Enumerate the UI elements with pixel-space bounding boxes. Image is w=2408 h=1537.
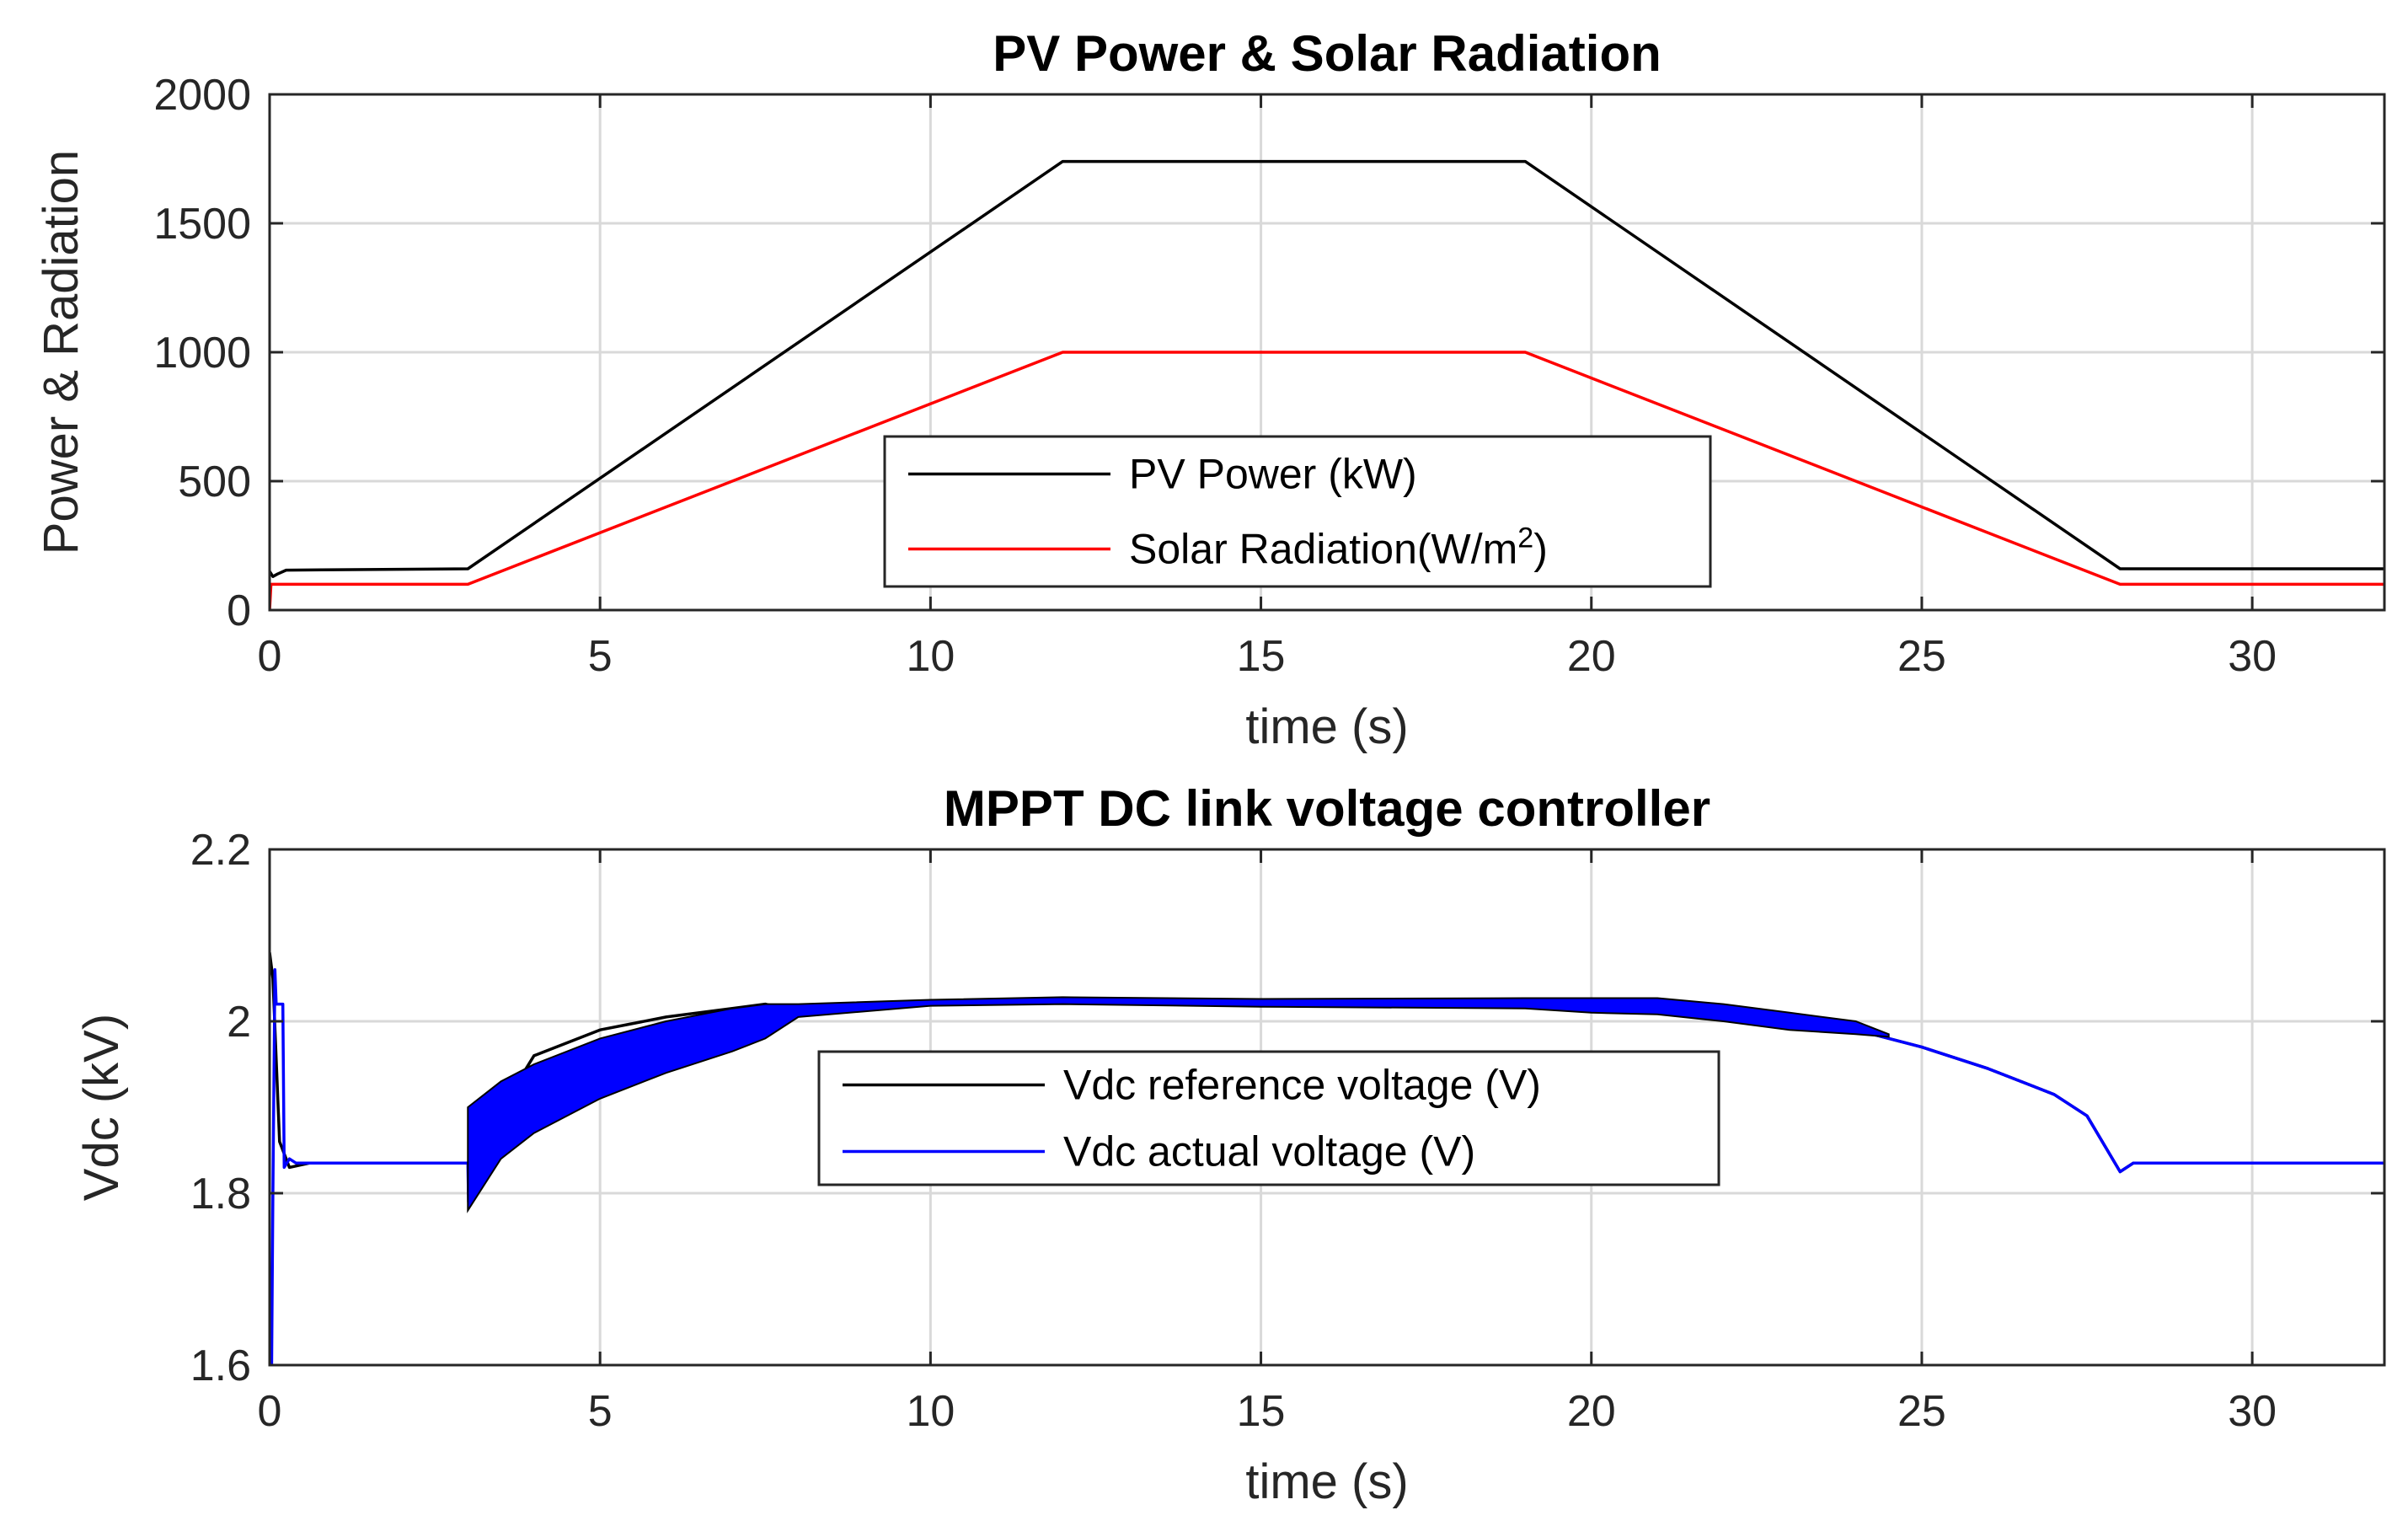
y-tick-label: 1.8 [190,1170,251,1218]
legend-superscript: 2 [1517,522,1533,554]
x-tick-label: 0 [258,632,282,681]
legend-label-2: Vdc actual voltage (V) [1063,1128,1475,1176]
bottom-plot-dc-link-voltage: 0 5 10 15 20 25 30 1.6 1.8 2 2.2 MPPT DC link volta… [74,780,2386,1509]
series-group [270,159,2384,610]
chart-title: MPPT DC link voltage controller [944,780,1710,837]
x-tick-label: 15 [1237,632,1286,681]
x-axis-label: time (s) [1245,1454,1408,1509]
series-line-2 [270,351,2384,610]
y-tick-label: 500 [178,458,251,506]
top-plot-pv-power: 0 5 10 15 20 25 30 0 500 1000 1500 2000 PV Power & S… [34,25,2386,754]
x-tick-label: 0 [258,1387,282,1436]
y-tick-label: 1000 [153,329,251,378]
legend: PV Power (kW) Solar Radiation(W/m2) [883,435,1712,588]
y-axis-label: Power & Radiation [34,150,88,554]
chart-title: PV Power & Solar Radiation [993,25,1662,82]
x-axis-label: time (s) [1245,699,1408,754]
legend-label-1: PV Power (kW) [1129,451,1417,498]
x-tick-label: 5 [588,632,613,681]
x-tick-label: 30 [2228,1387,2277,1436]
x-tick-label: 30 [2228,632,2277,681]
x-tick-label: 10 [906,1387,955,1436]
series-line-1 [270,159,2384,578]
y-tick-label: 1.6 [190,1342,251,1390]
legend: Vdc reference voltage (V) Vdc actual volt… [817,1050,1720,1186]
x-tick-label: 20 [1567,1387,1616,1436]
x-tick-label: 15 [1237,1387,1286,1436]
legend-box [883,435,1712,588]
y-tick-label: 2000 [153,71,251,120]
legend-label-2: Solar Radiation(W/m2) [1129,522,1548,573]
y-tick-label: 2 [227,998,251,1047]
ripple-band [467,996,1890,1213]
legend-box [817,1050,1720,1186]
x-tick-label: 25 [1897,632,1946,681]
x-tick-label: 20 [1567,632,1616,681]
x-tick-label: 10 [906,632,955,681]
series-group [270,952,2384,1365]
y-tick-label: 2.2 [190,826,251,875]
legend-label-1: Vdc reference voltage (V) [1063,1062,1541,1109]
x-tick-label: 5 [588,1387,613,1436]
axes-frame [268,848,2386,1367]
x-tick-label: 25 [1897,1387,1946,1436]
y-tick-label: 1500 [153,200,251,249]
y-axis-label: Vdc (kV) [74,1014,129,1201]
y-tick-label: 0 [227,586,251,635]
